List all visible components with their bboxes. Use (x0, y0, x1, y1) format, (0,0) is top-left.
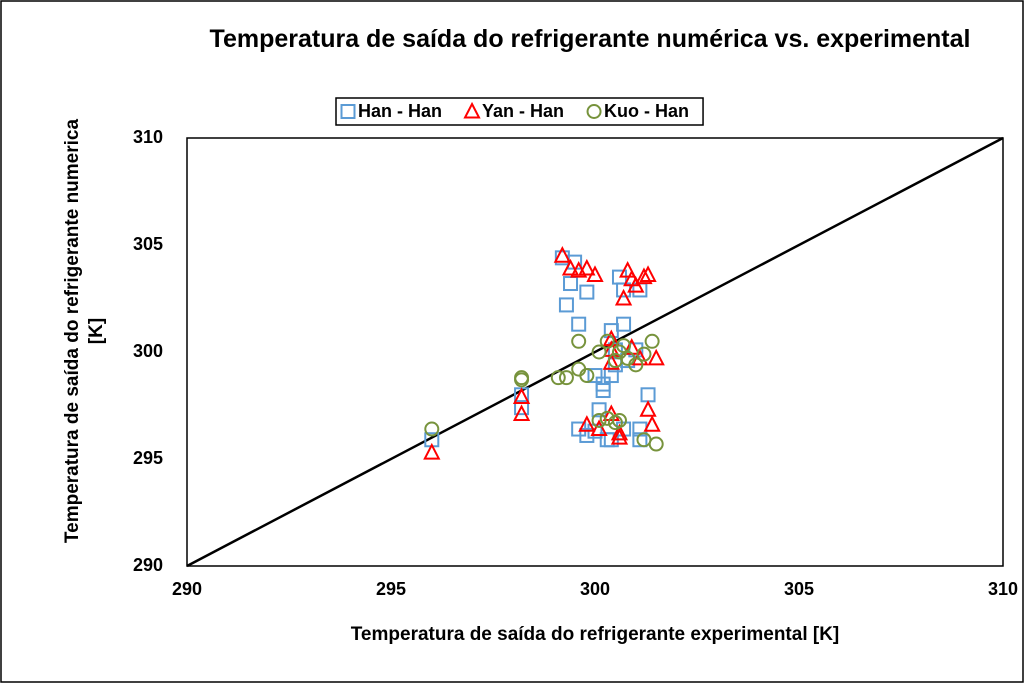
circle-marker (611, 412, 627, 428)
circle-marker (616, 338, 632, 354)
triangle-marker (639, 400, 657, 417)
triangle-marker (635, 267, 653, 285)
square-marker (558, 297, 574, 313)
circle-marker (550, 370, 566, 386)
triangle-marker (590, 419, 608, 437)
circle-marker (599, 333, 615, 349)
circle-marker (591, 344, 607, 360)
legend-marker (340, 104, 356, 119)
triangle-marker (610, 423, 629, 441)
reference-line (186, 136, 1004, 568)
y-tick-label: 290 (133, 555, 163, 575)
square-marker (571, 316, 587, 332)
legend-label: Kuo - Han (604, 101, 689, 121)
triangle-marker (578, 415, 596, 432)
square-marker (591, 402, 607, 418)
circle-marker (424, 421, 440, 437)
legend-box (335, 97, 704, 126)
square-marker (616, 316, 632, 332)
legend: Han - Han Yan - Han Kuo - Han (335, 97, 704, 126)
chart-title: Temperatura de saída do refrigerante num… (209, 25, 971, 53)
triangle-marker (643, 415, 661, 432)
legend-marker (463, 101, 481, 119)
square-marker (587, 368, 603, 384)
triangle-marker (512, 387, 531, 404)
circle-marker (514, 370, 530, 386)
square-marker (640, 387, 656, 403)
triangle-marker (639, 265, 657, 282)
circle-marker (636, 346, 652, 362)
square-marker (514, 400, 530, 416)
y-tick-label: 300 (133, 341, 163, 361)
triangle-marker (610, 427, 629, 445)
square-marker (579, 284, 595, 300)
square-marker (595, 376, 611, 392)
circle-marker (579, 368, 595, 384)
circle-marker (628, 357, 644, 373)
x-tick-label: 310 (988, 579, 1018, 599)
triangle-marker (627, 275, 645, 293)
square-marker (563, 276, 579, 292)
triangle-marker (602, 404, 620, 422)
x-tick-label: 295 (376, 579, 406, 599)
y-tick-label: 295 (133, 448, 163, 468)
square-marker (632, 432, 648, 448)
triangle-marker (586, 265, 604, 282)
circle-marker (644, 333, 660, 349)
legend-label: Yan - Han (482, 101, 564, 121)
triangle-marker (423, 442, 441, 460)
triangle-marker (618, 261, 637, 278)
circle-marker (648, 436, 664, 452)
triangle-marker (602, 353, 620, 370)
y-tick-label: 305 (133, 234, 163, 254)
triangle-marker (647, 348, 665, 366)
plot-area (186, 137, 1004, 567)
circle-marker (571, 333, 587, 349)
x-axis-label: Temperatura de saída do refrigerante exp… (350, 624, 840, 645)
y-tick-label: 310 (133, 127, 163, 147)
y-axis-label: Temperatura de saída do refrigerante num… (62, 118, 107, 544)
triangle-marker (561, 258, 580, 276)
circle-marker (558, 370, 574, 386)
legend-marker (586, 104, 602, 119)
triangle-marker (614, 288, 633, 306)
circle-marker (607, 353, 623, 369)
triangle-marker (578, 258, 596, 276)
triangle-marker (553, 246, 572, 263)
triangle-marker (512, 404, 531, 422)
x-tick-label: 300 (580, 579, 610, 599)
legend-label: Han - Han (358, 101, 442, 121)
circle-marker (591, 412, 607, 428)
x-tick-label: 305 (784, 579, 814, 599)
x-tick-label: 290 (172, 579, 202, 599)
